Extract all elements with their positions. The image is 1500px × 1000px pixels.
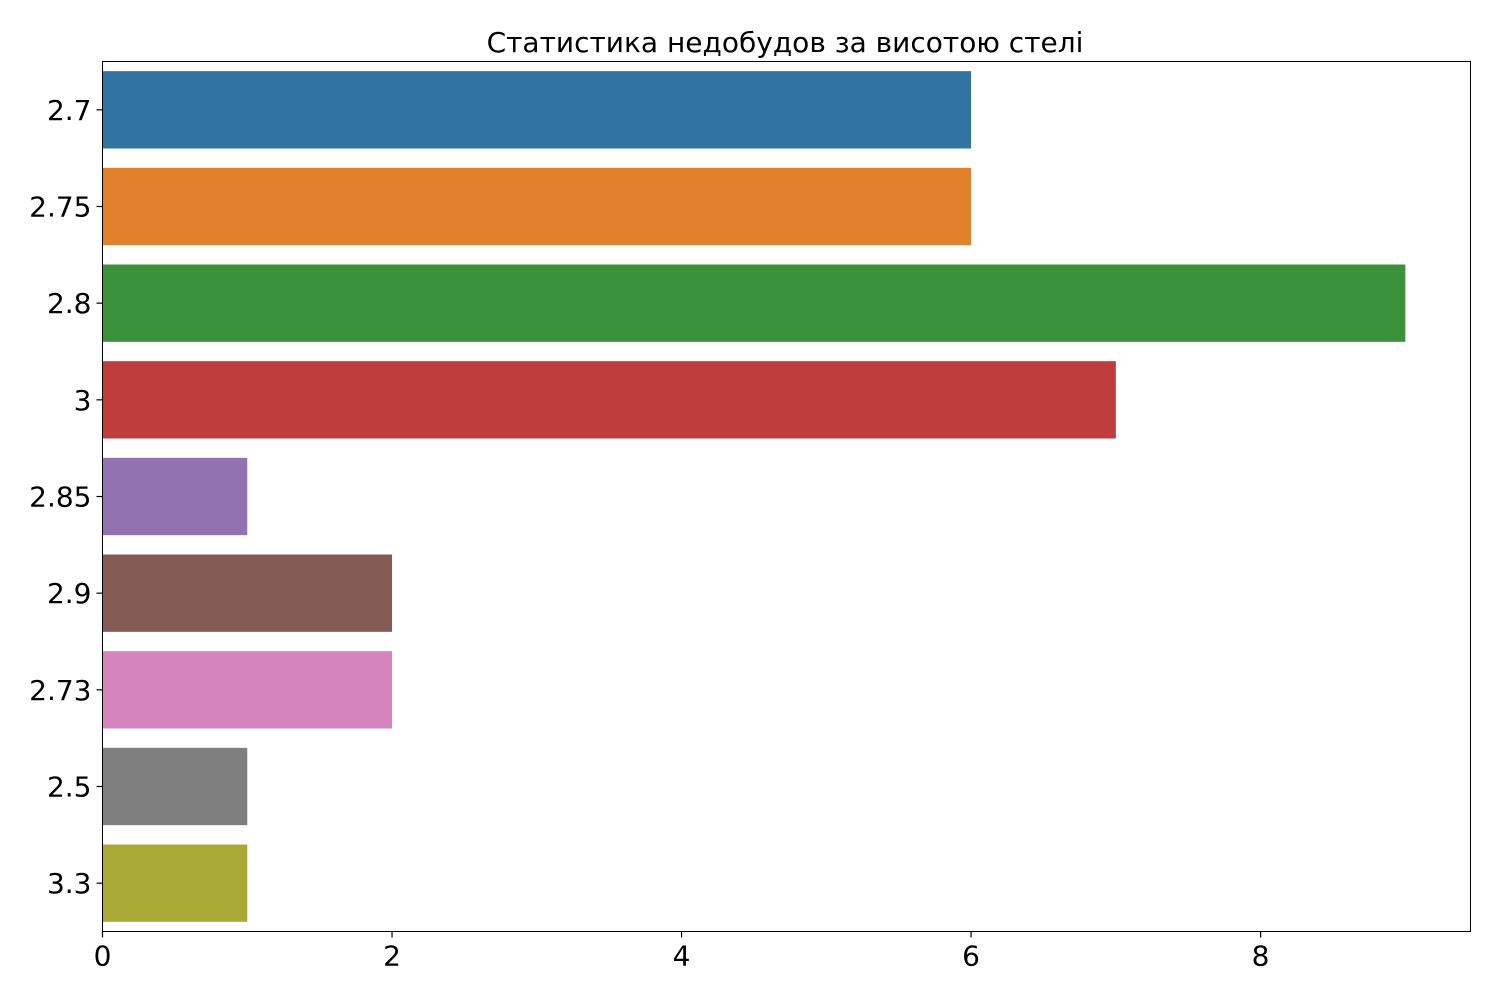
y-tick-label: 2.8: [47, 287, 92, 320]
y-tick-label: 2.85: [29, 481, 91, 514]
bar-2.7: [102, 71, 972, 149]
y-tick-label: 2.9: [47, 577, 92, 610]
x-axis-ticks: 0 2 4 6 8: [94, 931, 1270, 973]
x-tick-label: 4: [673, 940, 691, 973]
bar-3.3: [102, 844, 248, 922]
x-tick-label: 0: [94, 940, 112, 973]
y-tick-label: 2.73: [29, 674, 91, 707]
bar-2.8: [102, 264, 1406, 342]
y-tick-label: 2.7: [47, 94, 92, 127]
bar-2.75: [102, 167, 972, 246]
y-tick-label: 2.75: [29, 191, 91, 224]
x-tick-label: 6: [962, 940, 980, 973]
bars-group: [102, 71, 1406, 922]
bar-2.5: [102, 747, 248, 826]
y-axis-ticks: 2.7 2.75 2.8 3 2.85 2.9 2.73 2.5 3.3: [29, 94, 103, 900]
bar-2.85: [102, 457, 248, 536]
y-tick-label: 3: [74, 384, 92, 417]
bar-2.73: [102, 651, 393, 729]
bar-2.9: [102, 554, 393, 632]
chart-title: Статистика недобудов за висотою стелі: [487, 26, 1084, 59]
y-tick-label: 2.5: [47, 771, 92, 804]
x-tick-label: 8: [1252, 940, 1270, 973]
x-tick-label: 2: [383, 940, 401, 973]
bar-3: [102, 361, 1116, 439]
y-tick-label: 3.3: [47, 867, 92, 900]
axes-frame: [102, 61, 1471, 932]
